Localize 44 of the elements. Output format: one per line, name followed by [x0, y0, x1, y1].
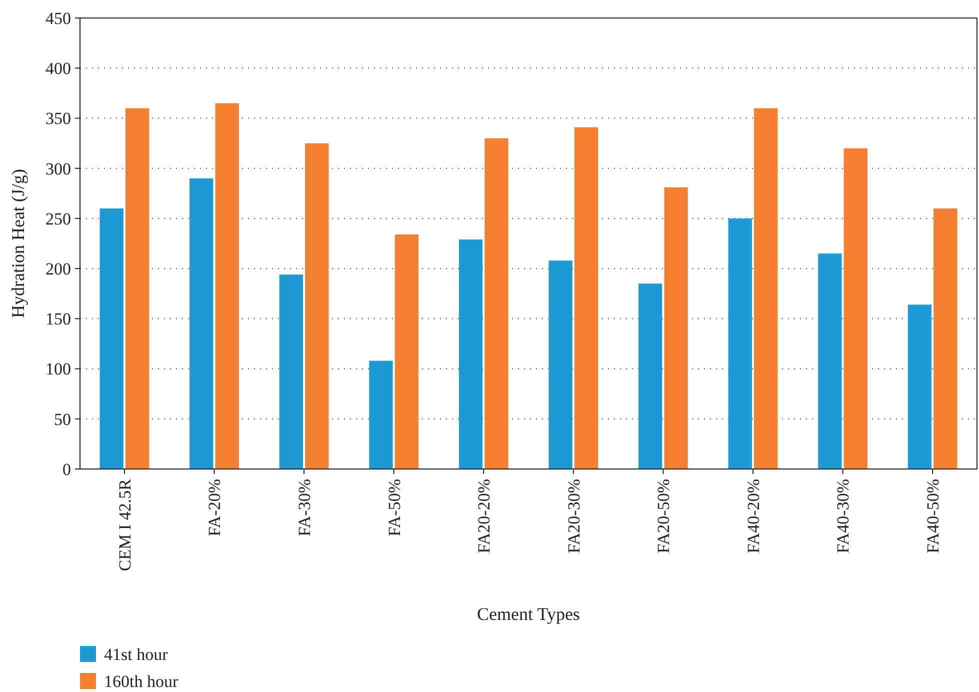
y-tick-label: 50 [54, 410, 71, 429]
bar [215, 103, 239, 469]
bar [664, 187, 688, 469]
bar [458, 239, 483, 469]
bar [484, 138, 508, 469]
bar [934, 208, 958, 469]
y-tick-label: 300 [46, 159, 71, 178]
x-tick-label: FA20-30% [564, 479, 584, 554]
x-tick-label: FA20-20% [474, 479, 494, 554]
bar [100, 208, 124, 469]
y-tick-label: 0 [62, 460, 71, 479]
bar [844, 148, 868, 469]
bar [728, 218, 752, 469]
x-tick-label: FA40-20% [744, 479, 763, 554]
bar [818, 254, 842, 469]
x-tick-label: FA-20% [205, 479, 224, 536]
bar [548, 260, 572, 469]
legend-label: 41st hour [104, 644, 168, 664]
y-tick-label: 350 [46, 109, 71, 128]
y-tick-label: 200 [46, 260, 71, 279]
x-axis-title: Cement Types [477, 604, 580, 624]
bar [305, 143, 329, 469]
y-tick-label: 100 [46, 360, 71, 379]
x-tick-label: FA-30% [294, 479, 314, 536]
y-axis-title: Hydration Heat (J/g) [8, 169, 28, 318]
x-tick-label: FA40-50% [924, 479, 943, 554]
bar [125, 108, 150, 469]
bar [908, 304, 932, 469]
bar [190, 178, 214, 469]
x-tick-label: FA40-30% [834, 479, 853, 554]
bar [279, 274, 303, 469]
x-tick-label: CEM I 42.5R [115, 478, 134, 572]
bar [574, 127, 598, 469]
bar [369, 360, 393, 469]
y-tick-label: 400 [46, 59, 71, 78]
y-tick-label: 150 [46, 310, 71, 329]
x-tick-label: FA20-50% [654, 479, 674, 554]
legend-label: 160th hour [104, 672, 178, 691]
y-tick-label: 450 [46, 8, 71, 28]
bar [754, 108, 778, 469]
x-tick-label: FA-50% [384, 479, 404, 536]
bar [638, 284, 662, 469]
bar [394, 234, 419, 469]
y-tick-label: 250 [46, 209, 71, 228]
